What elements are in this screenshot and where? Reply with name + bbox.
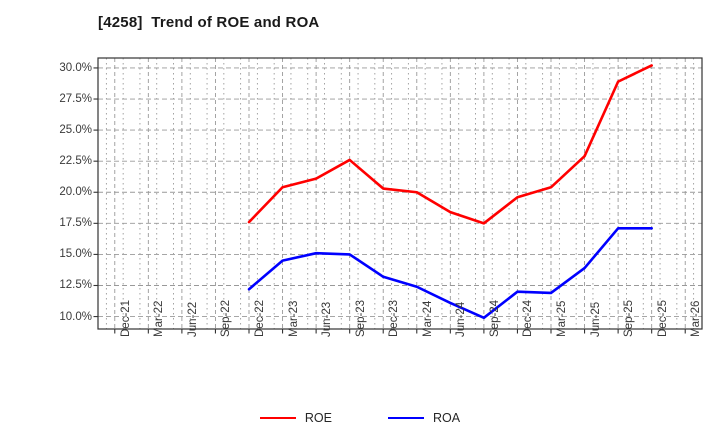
- series-line-roa: [247, 227, 653, 320]
- x-tick-label: Dec-21: [119, 299, 132, 337]
- plot-border: [97, 57, 703, 330]
- y-axis-tick-labels: 10.0% 12.5% 15.0% 17.5% 20.0% 22.5% 25.0% 27.5%…: [36, 0, 92, 440]
- legend-label: ROE: [304, 411, 332, 425]
- y-tick-label: 15.0%: [59, 248, 92, 261]
- y-tick-label: 25.0%: [59, 124, 92, 137]
- legend-line-swatch: [259, 417, 296, 419]
- x-tick-label: Dec-22: [254, 299, 266, 337]
- y-tick-label: 27.5%: [59, 93, 92, 106]
- y-gridlines: [98, 67, 702, 318]
- x-tick-label: Jun-25: [589, 301, 602, 337]
- chart-title: [4258] Trend of ROE and ROA: [98, 14, 320, 31]
- x-tick-label: Jun-23: [321, 301, 334, 337]
- x-tick-label: Sep-24: [488, 299, 501, 337]
- y-tick-label: 12.5%: [59, 279, 92, 292]
- y-tick-label: 17.5%: [59, 217, 92, 230]
- x-tick-label: Mar-25: [556, 300, 568, 337]
- x-tick-label: Jun-24: [455, 301, 468, 337]
- y-axis-ticks: [93, 67, 98, 318]
- y-tick-label: 20.0%: [59, 186, 92, 199]
- series-line-roe: [247, 64, 653, 225]
- x-tick-label: Sep-23: [354, 299, 367, 337]
- x-tick-label: Sep-25: [623, 299, 636, 337]
- data-series-group: [247, 64, 653, 320]
- x-tick-label: Sep-22: [220, 299, 233, 337]
- legend-entry-roa[interactable]: ROA: [388, 411, 460, 425]
- x-tick-label: Dec-23: [388, 299, 401, 337]
- y-tick-label: 22.5%: [59, 155, 92, 168]
- x-tick-label: Mar-22: [153, 300, 166, 337]
- chart-legend: ROE ROA: [0, 404, 720, 432]
- x-gridlines: [105, 58, 695, 329]
- x-tick-label: Mar-26: [690, 300, 703, 337]
- x-tick-label: Jun-22: [186, 301, 199, 337]
- y-tick-label: 30.0%: [59, 61, 92, 74]
- legend-line-swatch: [388, 417, 424, 419]
- legend-label: ROA: [433, 411, 461, 425]
- x-tick-label: Dec-25: [656, 299, 669, 337]
- legend-entry-roe[interactable]: ROE: [259, 411, 332, 425]
- x-tick-label: Dec-24: [522, 299, 535, 337]
- x-axis-ticks: [114, 329, 686, 334]
- x-tick-label: Mar-24: [421, 300, 434, 337]
- x-tick-label: Mar-23: [287, 300, 300, 337]
- y-tick-label: 10.0%: [59, 310, 92, 323]
- axis-frame: [97, 57, 703, 330]
